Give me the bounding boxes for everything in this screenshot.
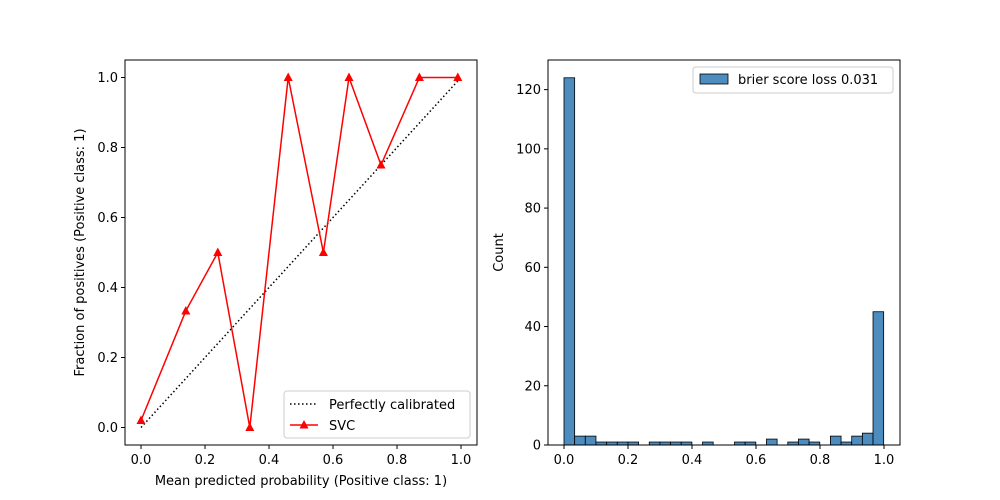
c2-y-tick-label: 80 <box>524 202 541 217</box>
c2-y-tick-label: 120 <box>516 83 541 98</box>
legend-svc-label: SVC <box>329 419 355 434</box>
calibration-legend-box <box>283 390 471 439</box>
c1-x-tick-label: 0.4 <box>259 453 280 468</box>
calibration-curve-chart: 0.0 0.2 0.4 0.6 0.8 1.0 0.0 0.2 0.4 0.6 0.8 1.0 Me… <box>73 59 478 489</box>
c1-x-tick-label: 0.0 <box>131 453 152 468</box>
calibration-legend: Perfectly calibrated SVC <box>283 390 471 439</box>
histogram-y-ticks: 0 20 40 60 80 100 120 <box>516 83 548 454</box>
c2-x-tick-label: 0.4 <box>682 453 703 468</box>
svc-point <box>376 160 386 169</box>
calibration-y-axis-label: Fraction of positives (Positive class: 1… <box>73 128 88 376</box>
histogram-bar <box>830 435 842 446</box>
c2-y-tick-label: 20 <box>524 379 541 394</box>
histogram-bar <box>861 432 874 446</box>
svc-point <box>344 72 354 81</box>
c2-y-tick-label: 0 <box>533 439 541 454</box>
svc-series-line <box>140 76 458 428</box>
c1-y-tick-label: 1.0 <box>97 71 118 86</box>
svc-point <box>181 305 191 315</box>
histogram-legend: brier score loss 0.031 <box>692 66 894 94</box>
histogram-bar <box>798 438 810 446</box>
c1-y-tick-label: 0.4 <box>97 281 118 296</box>
histogram-bar <box>766 438 778 446</box>
legend-svc-marker <box>299 420 309 429</box>
calibration-x-axis-label: Mean predicted probability (Positive cla… <box>155 474 447 489</box>
histogram-x-ticks: 0.0 0.2 0.4 0.6 0.8 1.0 <box>554 445 895 468</box>
c2-x-tick-label: 0.2 <box>618 453 639 468</box>
histogram-bar <box>563 77 576 446</box>
histogram-legend-label: brier score loss 0.031 <box>738 73 878 88</box>
svc-point <box>318 247 328 256</box>
histogram-bar <box>851 435 863 446</box>
c1-y-tick-label: 0.6 <box>97 211 118 226</box>
c2-x-tick-label: 0.6 <box>746 453 767 468</box>
calibration-data-layer <box>136 72 463 431</box>
c1-x-tick-label: 0.8 <box>387 453 408 468</box>
c1-x-tick-label: 1.0 <box>451 453 472 468</box>
svc-point <box>453 72 463 81</box>
calibration-axes-frame <box>124 59 478 446</box>
histogram-chart: 0.0 0.2 0.4 0.6 0.8 1.0 0 20 40 60 80 100 120 Count… <box>492 59 901 468</box>
c1-y-tick-label: 0.8 <box>97 141 118 156</box>
svc-point <box>136 415 146 424</box>
c2-y-tick-label: 60 <box>524 261 541 276</box>
histogram-data-layer <box>563 77 885 446</box>
c2-x-tick-label: 0.8 <box>810 453 831 468</box>
legend-perfect-label: Perfectly calibrated <box>329 398 455 413</box>
svc-point <box>213 247 223 256</box>
c2-y-tick-label: 40 <box>524 320 541 335</box>
svc-point <box>283 72 293 81</box>
perfectly-calibrated-line <box>140 76 462 429</box>
c2-x-tick-label: 1.0 <box>874 453 895 468</box>
svc-point <box>245 422 255 431</box>
histogram-legend-swatch <box>699 73 729 85</box>
calibration-x-ticks: 0.0 0.2 0.4 0.6 0.8 1.0 <box>131 445 472 468</box>
c1-x-tick-label: 0.6 <box>323 453 344 468</box>
histogram-legend-box <box>692 66 894 94</box>
histogram-bar <box>574 435 586 446</box>
c2-y-tick-label: 100 <box>516 142 541 157</box>
histogram-axes-frame <box>547 59 901 446</box>
calibration-y-ticks: 0.0 0.2 0.4 0.6 0.8 1.0 <box>97 71 125 436</box>
histogram-bar <box>872 311 885 446</box>
c1-x-tick-label: 0.2 <box>195 453 216 468</box>
svc-point <box>414 72 424 81</box>
histogram-y-axis-label: Count <box>492 233 507 272</box>
c2-x-tick-label: 0.0 <box>554 453 575 468</box>
c1-y-tick-label: 0.0 <box>97 421 118 436</box>
histogram-bar <box>584 435 597 446</box>
c1-y-tick-label: 0.2 <box>97 351 118 366</box>
